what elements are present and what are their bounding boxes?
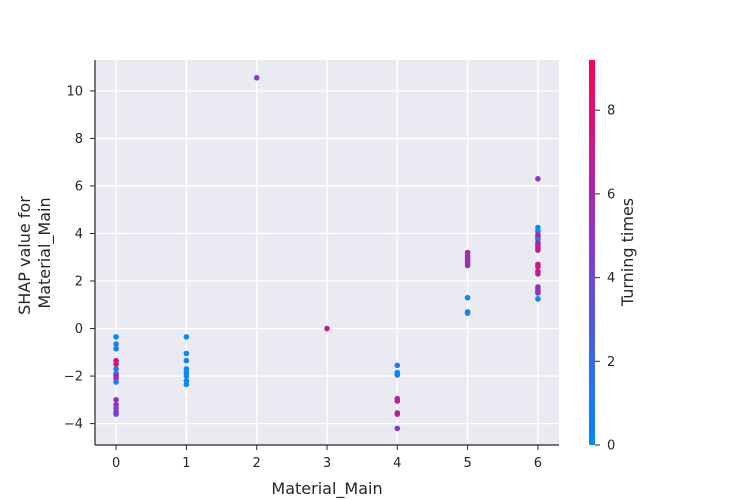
x-tick-label: 5	[463, 456, 471, 471]
scatter-point	[113, 397, 119, 403]
scatter-point	[183, 334, 190, 340]
scatter-point	[253, 75, 260, 81]
colorbar-ticks: 0 2 4 6 8	[595, 104, 615, 454]
scatter-point	[183, 381, 190, 388]
colorbar-tick-label: 6	[607, 187, 615, 202]
y-tick-label: 8	[75, 132, 83, 147]
y-axis-label-line-2: Material_Main	[35, 197, 55, 308]
scatter-point	[394, 398, 401, 404]
colorbar-tick-label: 2	[607, 355, 615, 370]
y-tick-label: 0	[75, 322, 83, 337]
colorbar-gradient	[589, 60, 595, 445]
x-tick-label: 1	[182, 456, 190, 471]
scatter-point	[113, 345, 119, 352]
y-tick-label: −4	[64, 417, 83, 432]
colorbar-tick-label: 0	[607, 439, 615, 454]
colorbar-tick-label: 8	[607, 104, 615, 119]
y-tick-label: 10	[66, 84, 83, 99]
scatter-point	[394, 425, 401, 432]
scatter-point	[464, 310, 471, 316]
y-axis-label: SHAP value for Material_Main	[15, 191, 55, 315]
y-axis-label-line-1: SHAP value for	[15, 196, 34, 315]
x-tick-label: 0	[112, 456, 120, 471]
scatter-point	[113, 334, 119, 340]
scatter-point	[535, 176, 541, 182]
x-tick-label: 6	[534, 456, 542, 471]
scatter-point	[535, 271, 541, 277]
scatter-point	[535, 296, 541, 302]
scatter-point	[394, 372, 401, 378]
colorbar: 0 2 4 6 8 Turning times	[589, 60, 637, 454]
y-ticks: −4 −2 0 2 4 6 8 10	[64, 84, 95, 432]
colorbar-label: Turning times	[618, 198, 637, 307]
y-tick-label: 4	[75, 227, 83, 242]
x-tick-label: 3	[323, 456, 331, 471]
scatter-point	[394, 411, 401, 417]
scatter-point	[464, 262, 471, 269]
data-points	[113, 75, 541, 432]
scatter-point	[535, 263, 541, 270]
scatter-point	[113, 411, 119, 417]
x-tick-label: 4	[393, 456, 401, 471]
scatter-point	[183, 373, 190, 379]
scatter-point	[113, 361, 119, 367]
scatter-point	[394, 362, 401, 369]
scatter-point	[113, 379, 119, 385]
scatter-point	[324, 325, 330, 332]
scatter-point	[183, 357, 190, 364]
colorbar-tick-label: 4	[607, 271, 615, 286]
scatter-point	[535, 247, 541, 253]
scatter-point	[113, 341, 119, 347]
x-tick-label: 2	[253, 456, 261, 471]
x-ticks: 0 1 2 3 4 5 6	[112, 445, 542, 471]
scatter-point	[183, 350, 190, 357]
scatter-point	[113, 366, 119, 372]
y-tick-label: 6	[75, 179, 83, 194]
x-axis-label: Material_Main	[271, 479, 382, 499]
scatter-point	[535, 290, 541, 296]
scatter-point	[464, 294, 471, 301]
y-tick-label: 2	[75, 275, 83, 290]
y-tick-label: −2	[64, 370, 83, 385]
